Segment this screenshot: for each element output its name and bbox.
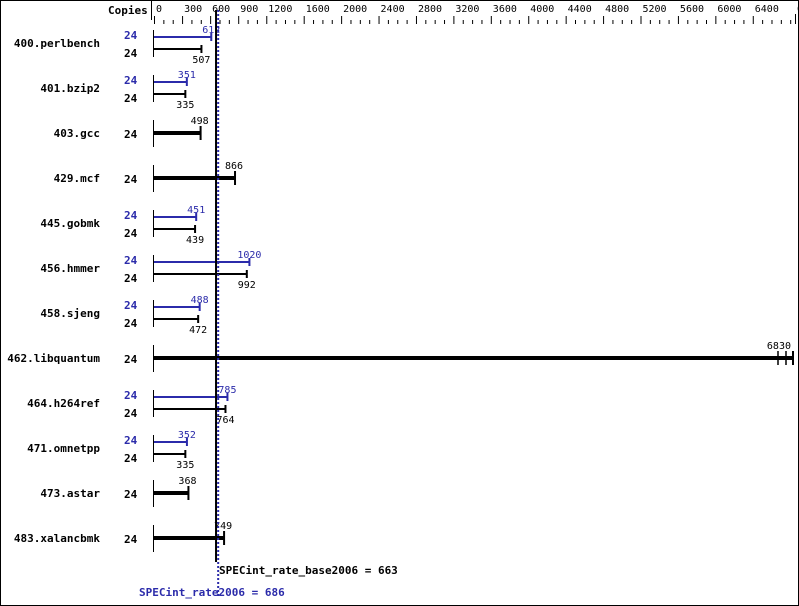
tick-label: 0 <box>156 4 162 15</box>
tick-label: 6900 <box>797 4 799 15</box>
benchmark-row: 456.hmmer 24 24 1020 992 <box>40 250 261 291</box>
benchmark-name: 473.astar <box>40 487 100 500</box>
tick-label: 6400 <box>755 4 779 15</box>
peak-value: 451 <box>187 205 205 216</box>
copies-base: 24 <box>124 407 138 420</box>
tick-label: 900 <box>240 4 258 15</box>
copies-base: 24 <box>124 128 138 141</box>
benchmark-row: 458.sjeng 24 24 488 472 <box>40 295 208 336</box>
benchmark-name: 464.h264ref <box>27 397 100 410</box>
base-value: 335 <box>176 100 194 111</box>
tick-label: 2800 <box>418 4 442 15</box>
copies-base: 24 <box>124 488 138 501</box>
tick-label: 3600 <box>493 4 517 15</box>
copies-base: 24 <box>124 173 138 186</box>
benchmark-row: 400.perlbench 24 24 612 507 <box>14 25 220 66</box>
copies-base: 24 <box>124 533 138 546</box>
copies-base: 24 <box>124 227 138 240</box>
tick-label: 4800 <box>605 4 629 15</box>
benchmark-row: 401.bzip2 24 24 351 335 <box>40 70 195 111</box>
benchmark-row: 445.gobmk 24 24 451 439 <box>40 205 205 246</box>
benchmark-row: 429.mcf 24 866 <box>54 161 243 192</box>
base-value: 335 <box>176 460 194 471</box>
tick-label: 300 <box>184 4 202 15</box>
base-value: 498 <box>191 116 209 127</box>
copies-base: 24 <box>124 317 138 330</box>
benchmark-name: 401.bzip2 <box>40 82 100 95</box>
peak-value: 1020 <box>237 250 261 261</box>
tick-label: 1200 <box>268 4 292 15</box>
benchmark-name: 471.omnetpp <box>27 442 100 455</box>
tick-label: 4000 <box>530 4 554 15</box>
tick-label: 5600 <box>680 4 704 15</box>
tick-label: 5200 <box>643 4 667 15</box>
benchmark-name: 456.hmmer <box>40 262 100 275</box>
peak-value: 785 <box>218 385 236 396</box>
tick-label: 600 <box>212 4 230 15</box>
peak-mean-label: SPECint_rate2006 = 686 <box>139 586 285 599</box>
tick-label: 3200 <box>455 4 479 15</box>
base-value: 749 <box>214 521 232 532</box>
benchmark-name: 429.mcf <box>54 172 100 185</box>
benchmark-name: 400.perlbench <box>14 37 100 50</box>
copies-peak: 24 <box>124 29 138 42</box>
copies-peak: 24 <box>124 389 138 402</box>
base-value: 439 <box>186 235 204 246</box>
benchmark-row: 462.libquantum 24 6830 <box>7 341 794 372</box>
benchmark-name: 462.libquantum <box>7 352 100 365</box>
copies-peak: 24 <box>124 434 138 447</box>
benchmark-row: 471.omnetpp 24 24 352 335 <box>27 430 196 471</box>
tick-label: 4400 <box>568 4 592 15</box>
base-value: 472 <box>189 325 207 336</box>
copies-peak: 24 <box>124 299 138 312</box>
benchmark-name: 458.sjeng <box>40 307 100 320</box>
copies-base: 24 <box>124 92 138 105</box>
copies-base: 24 <box>124 353 138 366</box>
base-value: 6830 <box>767 341 791 352</box>
copies-base: 24 <box>124 272 138 285</box>
copies-base: 24 <box>124 452 138 465</box>
tick-label: 2400 <box>381 4 405 15</box>
base-value: 764 <box>216 415 234 426</box>
axis-label: Copies <box>108 4 148 17</box>
copies-base: 24 <box>124 47 138 60</box>
peak-value: 352 <box>178 430 196 441</box>
benchmark-name: 483.xalancbmk <box>14 532 100 545</box>
base-value: 992 <box>238 280 256 291</box>
base-mean-label: SPECint_rate_base2006 = 663 <box>219 564 398 577</box>
tick-label: 2000 <box>343 4 367 15</box>
peak-value: 351 <box>178 70 196 81</box>
tick-label: 6000 <box>717 4 741 15</box>
benchmark-row: 483.xalancbmk 24 749 <box>14 521 232 552</box>
benchmark-row: 473.astar 24 368 <box>40 476 196 507</box>
benchmark-row: 403.gcc 24 498 <box>54 116 209 147</box>
base-value: 507 <box>192 55 210 66</box>
copies-peak: 24 <box>124 254 138 267</box>
benchmark-name: 445.gobmk <box>40 217 100 230</box>
benchmark-name: 403.gcc <box>54 127 100 140</box>
base-value: 368 <box>178 476 196 487</box>
peak-value: 488 <box>191 295 209 306</box>
peak-value: 612 <box>202 25 220 36</box>
tick-label: 1600 <box>306 4 330 15</box>
copies-peak: 24 <box>124 209 138 222</box>
base-value: 866 <box>225 161 243 172</box>
copies-peak: 24 <box>124 74 138 87</box>
